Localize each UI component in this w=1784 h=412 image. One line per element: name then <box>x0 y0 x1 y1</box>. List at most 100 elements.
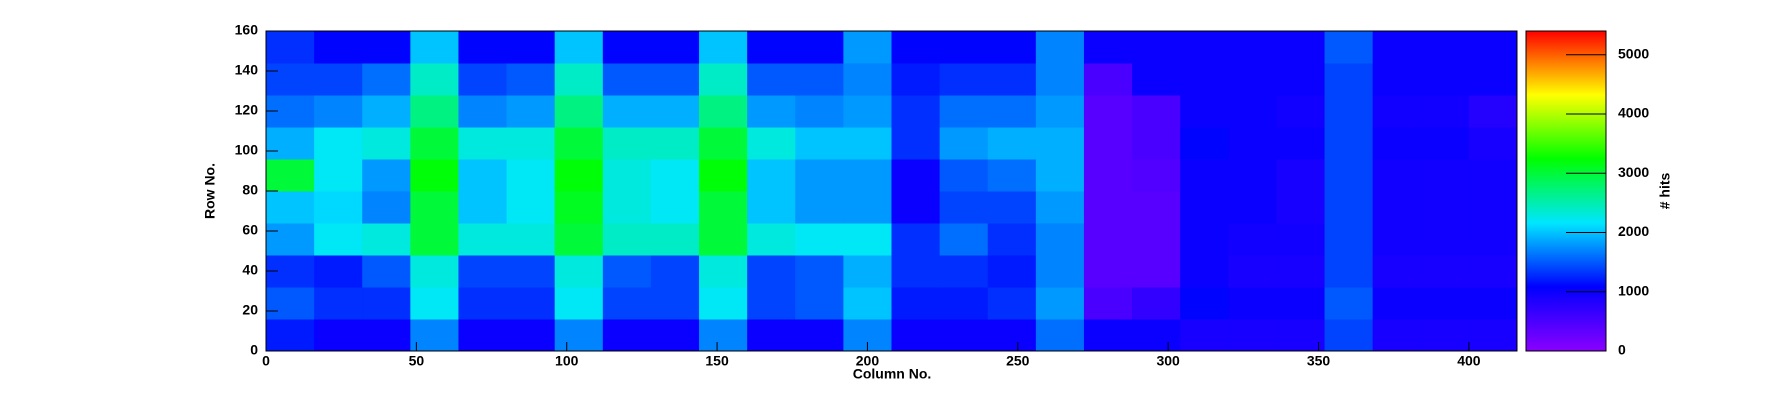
heatmap-cell <box>1035 319 1085 352</box>
heatmap-cell <box>1276 319 1326 352</box>
heatmap-cell <box>1324 287 1374 320</box>
heatmap-cell <box>314 159 363 192</box>
heatmap-cell <box>1372 63 1422 96</box>
heatmap-cell <box>1180 63 1229 96</box>
heatmap-cell <box>987 63 1037 96</box>
heatmap-cell <box>891 255 941 288</box>
heatmap-cell <box>795 159 844 192</box>
heatmap-cell <box>314 319 363 352</box>
colorbar-tick-label: 0 <box>1618 342 1626 358</box>
heatmap-cell <box>1420 191 1470 224</box>
heatmap-cell <box>314 191 363 224</box>
heatmap-cell <box>1083 31 1133 64</box>
heatmap-cell <box>458 159 508 192</box>
heatmap-cell <box>1420 159 1470 192</box>
colorbar-label: # hits <box>1657 173 1673 210</box>
heatmap-cell <box>1372 159 1422 192</box>
heatmap-cell <box>410 255 459 288</box>
heatmap-cell <box>1324 127 1374 160</box>
heatmap-cell <box>891 159 941 192</box>
heatmap-cell <box>891 223 941 256</box>
heatmap-cell <box>1276 31 1326 64</box>
heatmap-cell <box>650 31 700 64</box>
heatmap-cell <box>554 287 604 320</box>
heatmap-cell <box>1228 255 1277 288</box>
heatmap-cell <box>1035 159 1085 192</box>
heatmap-cell <box>410 127 459 160</box>
heatmap-cell <box>362 223 411 256</box>
heatmap-cell <box>506 223 556 256</box>
heatmap-cell <box>410 95 459 128</box>
heatmap-cell <box>1132 127 1181 160</box>
heatmap-cell <box>795 127 844 160</box>
heatmap-cell <box>747 63 796 96</box>
heatmap-cell <box>266 223 315 256</box>
heatmap-cell <box>602 63 652 96</box>
heatmap-cell <box>987 127 1037 160</box>
heatmap-cell <box>939 223 989 256</box>
heatmap-cell <box>1468 95 1518 128</box>
heatmap-cell <box>1228 287 1277 320</box>
heatmap-cell <box>795 287 844 320</box>
heatmap-cell <box>1324 95 1374 128</box>
heatmap-cell <box>314 255 363 288</box>
heatmap-cell <box>1324 255 1374 288</box>
heatmap-cell <box>939 159 989 192</box>
heatmap-cell <box>939 31 989 64</box>
heatmap-cell <box>1276 255 1326 288</box>
heatmap-cell <box>843 159 892 192</box>
heatmap-cell <box>1420 223 1470 256</box>
heatmap-cell <box>1276 127 1326 160</box>
heatmap-cell <box>747 95 796 128</box>
heatmap-cell <box>458 255 508 288</box>
heatmap-cell <box>1228 319 1277 352</box>
heatmap-cell <box>1228 95 1277 128</box>
heatmap-cell <box>266 287 315 320</box>
heatmap-cell <box>1420 63 1470 96</box>
heatmap-cell <box>1420 127 1470 160</box>
x-tick-label: 200 <box>856 353 880 369</box>
heatmap-cell <box>1083 127 1133 160</box>
heatmap-cell <box>891 287 941 320</box>
heatmap-cell <box>314 223 363 256</box>
heatmap-cell <box>1324 31 1374 64</box>
heatmap-cell <box>1420 95 1470 128</box>
heatmap-cell <box>362 319 411 352</box>
heatmap-cell <box>1180 191 1229 224</box>
heatmap-cell <box>939 287 989 320</box>
heatmap-cell <box>1180 287 1229 320</box>
x-tick-label: 250 <box>1006 353 1030 369</box>
heatmap-cell <box>1276 63 1326 96</box>
heatmap-cell <box>506 287 556 320</box>
y-tick-label: 40 <box>242 262 258 278</box>
heatmap-cell <box>1468 191 1518 224</box>
heatmap-cell <box>987 255 1037 288</box>
heatmap-cell <box>410 223 459 256</box>
heatmap-cell <box>1180 127 1229 160</box>
heatmap-cell <box>650 95 700 128</box>
heatmap-cell <box>458 319 508 352</box>
heatmap-cell <box>699 255 748 288</box>
heatmap-cell <box>314 95 363 128</box>
y-tick-label: 160 <box>235 22 259 38</box>
heatmap-cell <box>266 319 315 352</box>
heatmap-cell <box>1132 223 1181 256</box>
heatmap-cell <box>1372 287 1422 320</box>
heatmap-cell <box>458 31 508 64</box>
heatmap-cell <box>1083 95 1133 128</box>
heatmap-cell <box>891 95 941 128</box>
heatmap-cell <box>1132 63 1181 96</box>
heatmap-cell <box>843 63 892 96</box>
heatmap-cell <box>1228 31 1277 64</box>
heatmap-cell <box>602 31 652 64</box>
heatmap-cell <box>1468 319 1518 352</box>
heatmap-cell <box>1324 319 1374 352</box>
heatmap-cell <box>987 191 1037 224</box>
heatmap-cell <box>602 159 652 192</box>
colorbar-tick-label: 1000 <box>1618 282 1649 298</box>
heatmap-cell <box>939 95 989 128</box>
heatmap-cell <box>939 319 989 352</box>
heatmap-cell <box>506 63 556 96</box>
heatmap-cell <box>795 191 844 224</box>
